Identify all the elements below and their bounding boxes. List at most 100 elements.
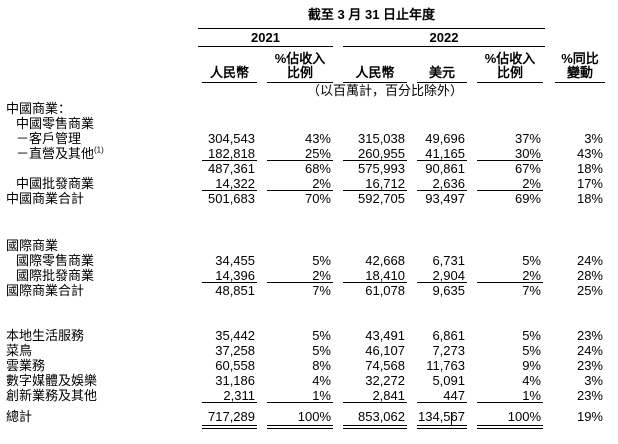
cell-value: 61,078 <box>365 283 405 298</box>
row-label-text: 中國商業： <box>6 101 72 116</box>
cell-pct-revenue-2021: 7% <box>257 283 333 298</box>
cell-rmb-2022 <box>333 238 407 253</box>
table-row: 國際商業合計 48,851 7% 61,078 9,635 7% 25% <box>0 283 618 298</box>
cell-value: 2,636 <box>417 176 467 191</box>
cell-usd-2022: 9,635 <box>407 283 467 298</box>
cell-pct-revenue-2022 <box>467 116 543 131</box>
cell-value: 5% <box>522 253 541 268</box>
row-label-text: 中國零售商業 <box>16 116 95 131</box>
table-row: 數字媒體及娛樂 31,186 4% 32,272 5,091 4% 3% <box>0 373 618 388</box>
cell-pct-revenue-2022: 5% <box>467 343 543 358</box>
cell-value: 19% <box>576 409 603 424</box>
table-row: 雲業務 60,558 8% 74,568 11,763 9% 23% <box>0 358 618 373</box>
cell-value: 5% <box>312 343 331 358</box>
cell-rmb-2021 <box>192 116 257 131</box>
cell-rmb-2021: 34,455 <box>192 253 257 268</box>
table-row: 本地生活服務 35,442 5% 43,491 6,861 5% 23% <box>0 328 618 343</box>
row-label: 中國批發商業 <box>0 176 192 191</box>
cell-value: 25% <box>267 146 333 161</box>
cell-value <box>417 116 467 131</box>
cell-value <box>477 116 543 131</box>
cell-pct-revenue-2021: 2% <box>257 268 333 283</box>
row-label: 雲業務 <box>0 358 192 373</box>
cell-rmb-2021: 304,543 <box>192 131 257 146</box>
cell-value <box>267 238 333 253</box>
cell-value: 5,091 <box>432 373 465 388</box>
cell-value <box>202 238 257 253</box>
cell-pct-revenue-2022: 100% <box>467 409 543 430</box>
cell-value <box>343 101 407 116</box>
section-spacer <box>0 206 618 238</box>
cell-usd-2022: 5,091 <box>407 373 467 388</box>
cell-rmb-2021: 2,311 <box>192 388 257 403</box>
cell-rmb-2021: 31,186 <box>192 373 257 388</box>
period-title-row: 截至 3 月 31 日止年度 <box>0 8 618 29</box>
text-cursor <box>451 412 452 425</box>
cell-value: 9,635 <box>432 283 465 298</box>
cell-value <box>477 101 543 116</box>
cell-value: 23% <box>576 388 603 403</box>
cell-rmb-2022: 260,955 <box>333 146 407 161</box>
cell-pct-revenue-2021: 1% <box>257 388 333 403</box>
row-label: 數字媒體及娛樂 <box>0 373 192 388</box>
row-label-text: 中國商業合計 <box>6 191 85 206</box>
cell-pct-revenue-2022: 1% <box>467 388 543 403</box>
table-row: 菜鳥 37,258 5% 46,107 7,273 5% 24% <box>0 343 618 358</box>
cell-pct-revenue-2021: 68% <box>257 161 333 176</box>
cell-usd-2022: 93,497 <box>407 191 467 206</box>
cell-pct-revenue-2022 <box>467 238 543 253</box>
cell-pct-revenue-2022: 2% <box>467 176 543 191</box>
cell-value: 70% <box>304 191 331 206</box>
cell-yoy-change: 18% <box>543 161 605 176</box>
cell-value: 41,165 <box>417 146 467 161</box>
cell-pct-revenue-2021: 43% <box>257 131 333 146</box>
cell-value: 90,861 <box>425 161 465 176</box>
year-group-2022: 2022 <box>333 29 545 47</box>
cell-value: 18,410 <box>343 268 407 283</box>
cell-rmb-2021 <box>192 101 257 116</box>
row-label: 中國商業合計 <box>0 191 192 206</box>
cell-value: 5% <box>522 328 541 343</box>
cell-value: 1% <box>477 388 543 403</box>
unit-note: （以百萬計，百分比除外） <box>306 83 463 98</box>
column-header-text: %佔收入 <box>274 51 326 66</box>
cell-yoy-change: 3% <box>543 131 605 146</box>
cell-value: 592,705 <box>358 191 405 206</box>
cell-yoy-change <box>543 238 605 253</box>
row-label <box>0 161 192 176</box>
table-row: 國際商業 <box>0 238 618 253</box>
cell-pct-revenue-2022: 30% <box>467 146 543 161</box>
cell-value <box>202 116 257 131</box>
cell-rmb-2022: 42,668 <box>333 253 407 268</box>
table-row: 中國批發商業 14,322 2% 16,712 2,636 2% 17% <box>0 176 618 191</box>
cell-value: 4% <box>522 373 541 388</box>
table-row: 國際批發商業 14,396 2% 18,410 2,904 2% 28% <box>0 268 618 283</box>
cell-value: 18% <box>576 191 603 206</box>
row-label: 中國商業： <box>0 101 192 116</box>
row-label-text: 國際商業 <box>6 238 59 253</box>
cell-value: 2% <box>267 176 333 191</box>
row-label: 菜鳥 <box>0 343 192 358</box>
row-label: 本地生活服務 <box>0 328 192 343</box>
row-label-text: 雲業務 <box>6 358 46 373</box>
cell-value: 14,396 <box>202 268 257 283</box>
cell-usd-2022: 2,904 <box>407 268 467 283</box>
cell-rmb-2022: 32,272 <box>333 373 407 388</box>
cell-value: 35,442 <box>215 328 255 343</box>
cell-value: 1% <box>267 388 333 403</box>
cell-usd-2022: 49,696 <box>407 131 467 146</box>
cell-rmb-2021: 182,818 <box>192 146 257 161</box>
cell-pct-revenue-2021: 5% <box>257 253 333 268</box>
row-label: 國際商業 <box>0 238 192 253</box>
cell-value: 46,107 <box>365 343 405 358</box>
cell-value: 5% <box>312 328 331 343</box>
cell-value: 7% <box>522 283 541 298</box>
cell-value: 69% <box>514 191 541 206</box>
cell-value: 31,186 <box>215 373 255 388</box>
column-header-rmb-2021: 人民幣 <box>192 47 257 83</box>
cell-yoy-change: 23% <box>543 358 605 373</box>
cell-value <box>417 238 467 253</box>
cell-value: 18% <box>576 161 603 176</box>
cell-value: 37% <box>514 131 541 146</box>
